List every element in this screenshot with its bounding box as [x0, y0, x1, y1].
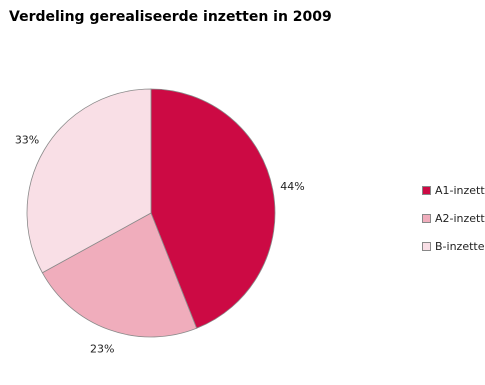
pie-slice-a1: [150, 88, 276, 329]
pie-slice-a2: [41, 212, 198, 338]
legend-item-b: B-inzetten: [422, 239, 485, 253]
legend-label-a1: A1-inzetten: [435, 183, 485, 197]
legend-item-a1: A1-inzetten: [422, 183, 485, 197]
legend: A1-inzetten A2-inzetten B-inzetten: [422, 183, 485, 267]
legend-item-a2: A2-inzetten: [422, 211, 485, 225]
legend-swatch-a1: [422, 185, 431, 195]
legend-label-a2: A2-inzetten: [435, 211, 485, 225]
legend-swatch-b: [422, 241, 431, 251]
pie-slice-b: [26, 88, 152, 274]
legend-label-b: B-inzetten: [435, 239, 485, 253]
chart-title: Verdeling gerealiseerde inzetten in 2009: [9, 9, 332, 25]
legend-swatch-a2: [422, 213, 431, 223]
data-label-a2: 23%: [90, 342, 114, 355]
data-label-a1: 44%: [280, 180, 304, 193]
data-label-b: 33%: [15, 134, 39, 147]
